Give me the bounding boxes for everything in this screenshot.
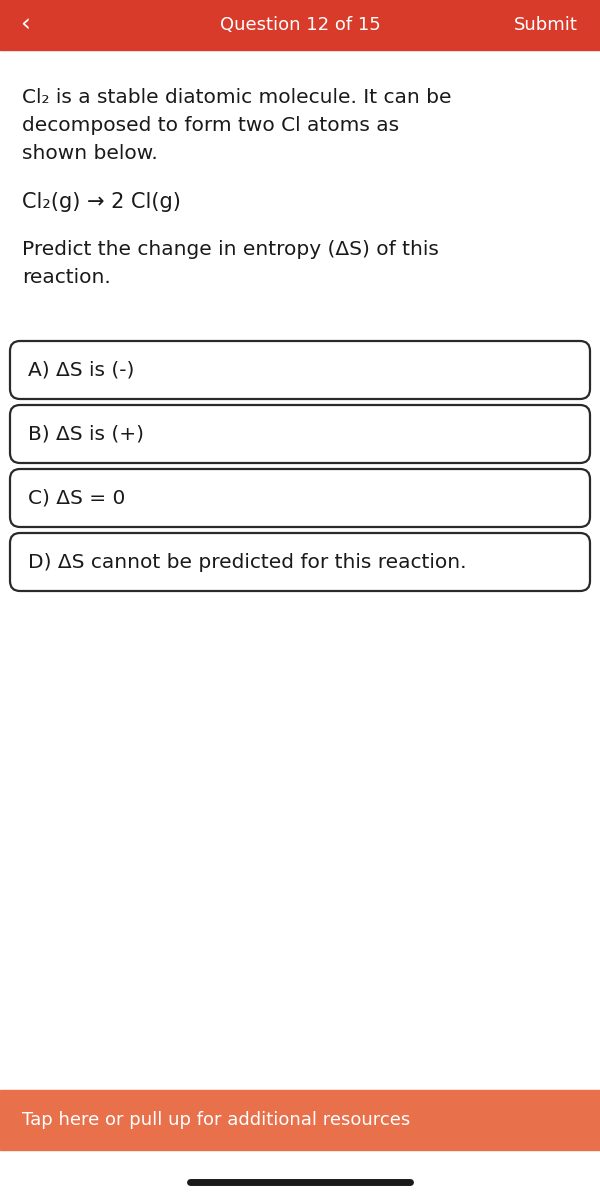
Text: shown below.: shown below. xyxy=(22,144,158,163)
Text: Question 12 of 15: Question 12 of 15 xyxy=(220,16,380,34)
FancyBboxPatch shape xyxy=(10,341,590,398)
Bar xyxy=(0,0,600,50)
FancyBboxPatch shape xyxy=(10,533,590,590)
Text: Cl₂(g) → 2 Cl(g): Cl₂(g) → 2 Cl(g) xyxy=(22,192,181,212)
Text: ‹: ‹ xyxy=(20,13,30,37)
Text: C) ΔS = 0: C) ΔS = 0 xyxy=(28,488,125,508)
Text: decomposed to form two Cl atoms as: decomposed to form two Cl atoms as xyxy=(22,116,399,134)
Text: Cl₂ is a stable diatomic molecule. It can be: Cl₂ is a stable diatomic molecule. It ca… xyxy=(22,88,452,107)
Text: Tap here or pull up for additional resources: Tap here or pull up for additional resou… xyxy=(22,1111,410,1129)
Text: Submit: Submit xyxy=(514,16,578,34)
Text: A) ΔS is (-): A) ΔS is (-) xyxy=(28,360,134,379)
FancyBboxPatch shape xyxy=(10,469,590,527)
Text: B) ΔS is (+): B) ΔS is (+) xyxy=(28,425,144,444)
Text: reaction.: reaction. xyxy=(22,268,111,287)
FancyBboxPatch shape xyxy=(10,404,590,463)
Bar xyxy=(0,1090,600,1150)
Text: Predict the change in entropy (ΔS) of this: Predict the change in entropy (ΔS) of th… xyxy=(22,240,439,259)
Text: D) ΔS cannot be predicted for this reaction.: D) ΔS cannot be predicted for this react… xyxy=(28,552,467,571)
